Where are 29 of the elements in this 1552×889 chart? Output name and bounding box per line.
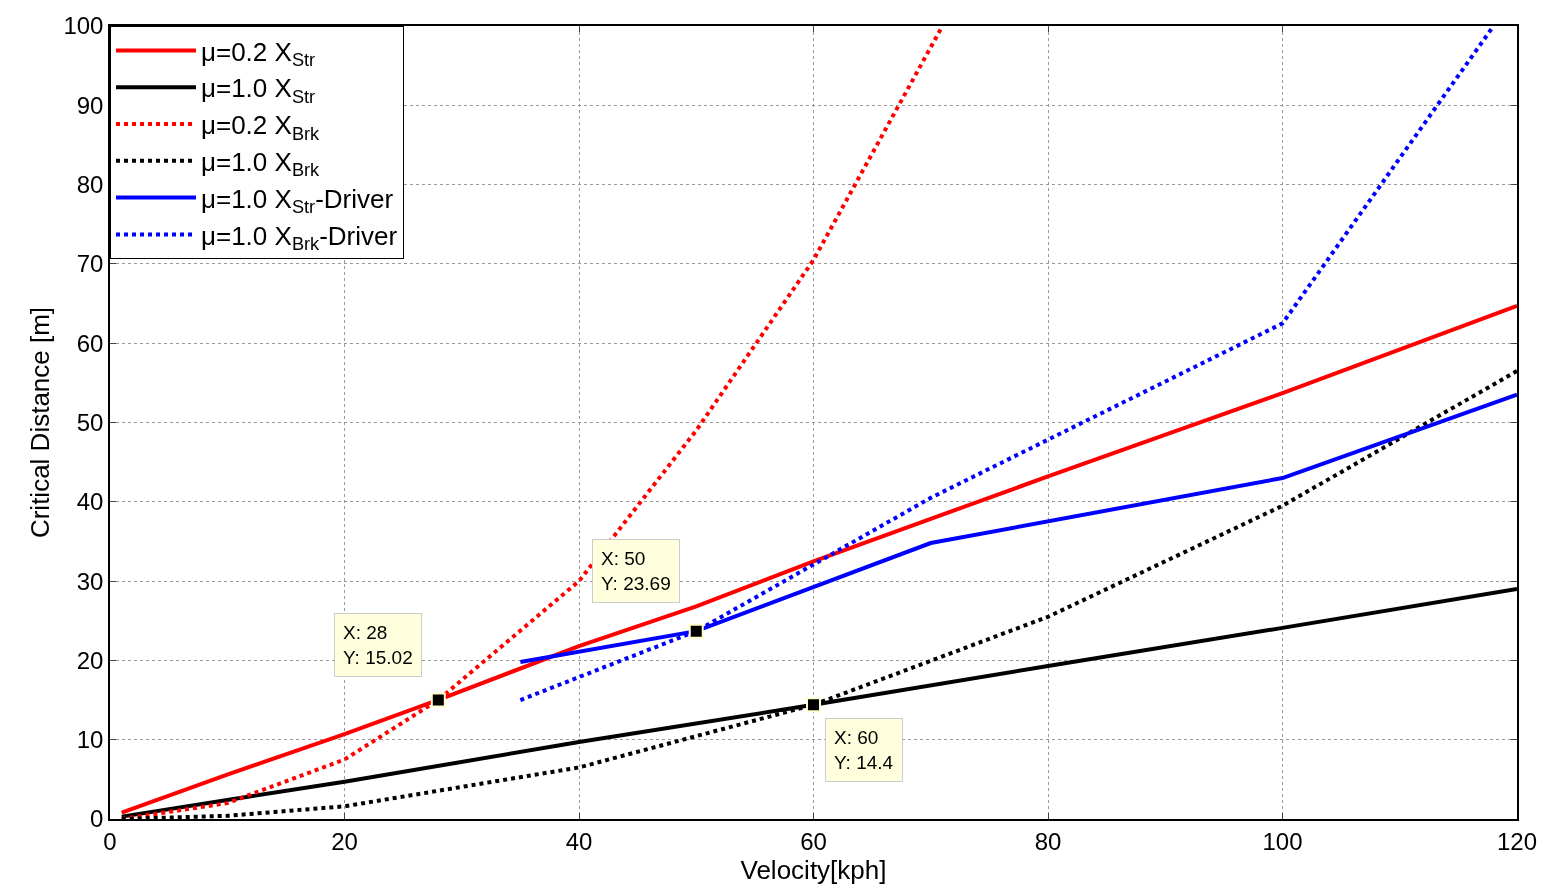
y-tick-label: 50: [76, 408, 104, 436]
x-tick-label: 40: [565, 827, 593, 855]
x-tick-label: 20: [331, 827, 358, 855]
x-tick-label: 100: [1262, 827, 1303, 855]
x-tick-label: 80: [1034, 827, 1062, 855]
y-tick-label: 30: [76, 567, 104, 595]
legend-label: μ=1.0 X$_{Brk}$: [201, 146, 321, 181]
annotation: X: 28 Y: 15.02: [343, 622, 413, 668]
legend-label: μ=0.2 X$_{Str}$: [201, 36, 316, 70]
y-tick-label: 10: [76, 726, 104, 754]
x-tick-label: 60: [800, 827, 827, 855]
y-tick-label: 60: [76, 329, 104, 357]
y-tick-label: 0: [90, 805, 104, 833]
y-tick-label: 20: [76, 646, 104, 674]
legend-label: μ=1.0 X$_{Brk}$-Driver: [201, 220, 398, 254]
y-tick-label: 80: [76, 171, 104, 198]
y-tick-label: 90: [76, 91, 104, 119]
x-tick-label: 120: [1496, 827, 1538, 855]
legend-label: μ=1.0 X$_{Str}$: [201, 73, 316, 107]
y-tick-label: 70: [76, 250, 104, 278]
annotation: X: 60 Y: 14.4: [834, 727, 894, 773]
legend-label: μ=1.0 X$_{Str}$-Driver: [201, 183, 394, 218]
annotation: X: 50 Y: 23.69: [601, 548, 671, 594]
y-tick-label: 40: [76, 488, 104, 516]
y-tick-label: 100: [63, 12, 104, 40]
point: [806, 697, 821, 713]
y-axis-title: Critical Distance [m]: [25, 306, 56, 539]
legend-label: μ=0.2 X$_{Brk}$: [201, 110, 321, 144]
x-axis-title: Velocity[kph]: [740, 854, 887, 885]
